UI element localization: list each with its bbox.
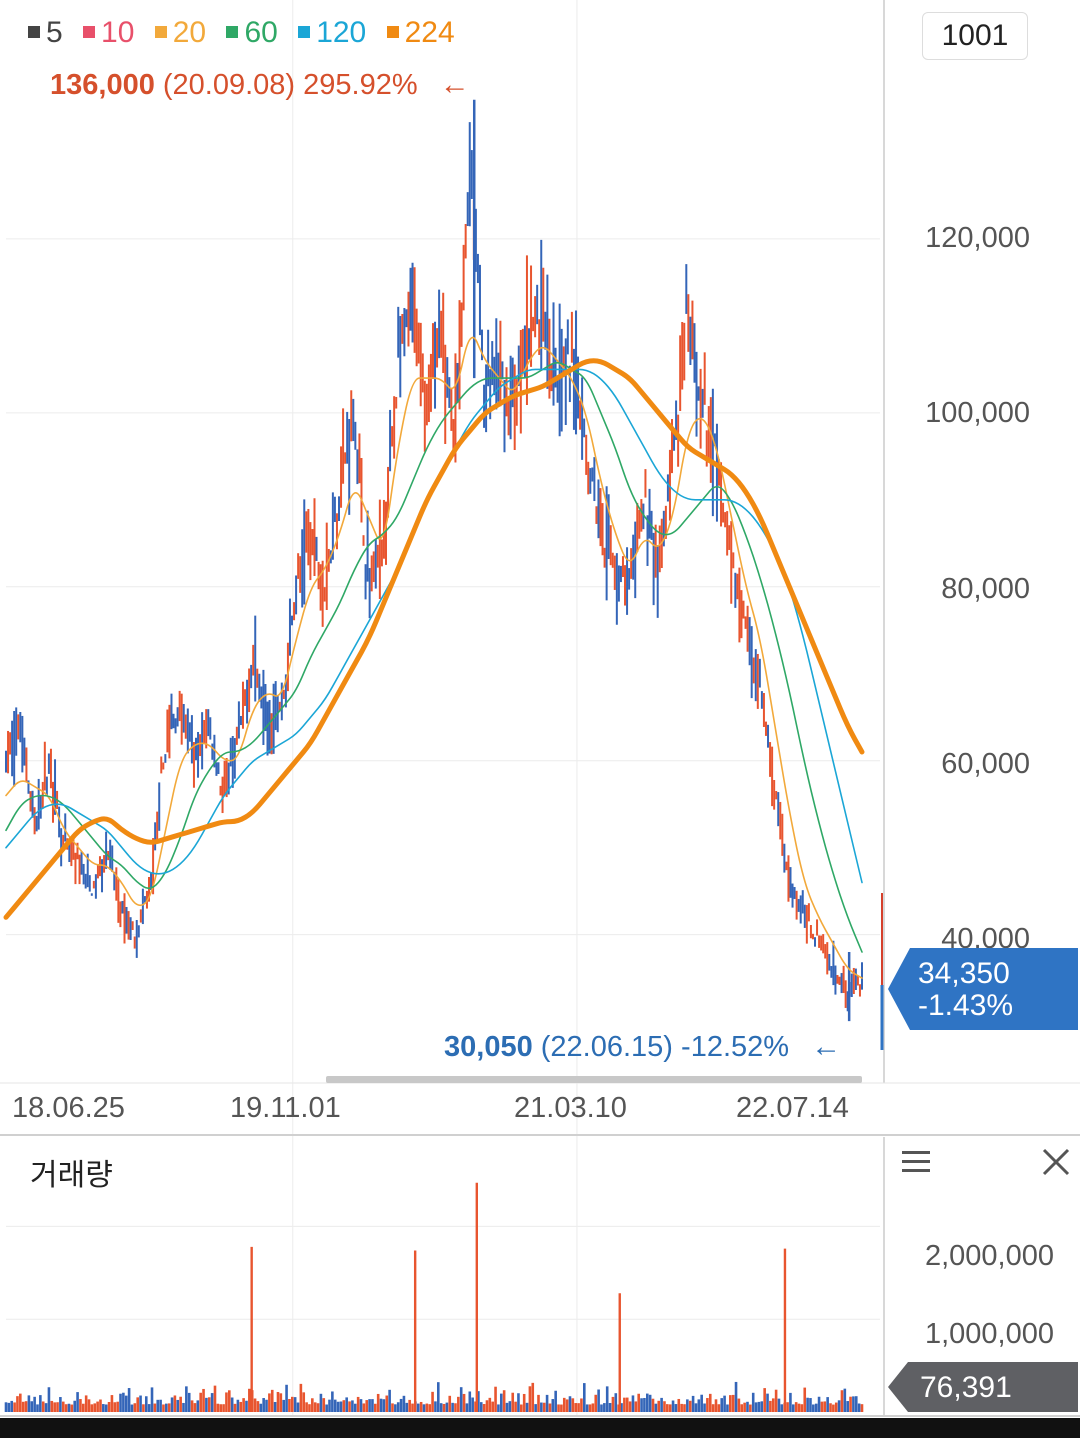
legend-label: 60 <box>244 16 278 49</box>
volume-panel-title: 거래량 <box>30 1159 113 1192</box>
volume-gridlines <box>6 1225 880 1320</box>
legend-item-60[interactable]: 60 <box>226 16 278 49</box>
legend-swatch <box>154 26 167 38</box>
ma-line-60 <box>5 362 863 953</box>
high-date: (20.09.08) <box>162 69 296 101</box>
close-icon[interactable] <box>1040 1146 1072 1178</box>
legend-label: 10 <box>101 16 135 49</box>
x-tick-label: 18.06.25 <box>12 1092 125 1124</box>
legend-item-20[interactable]: 20 <box>154 16 207 49</box>
low-date: (22.06.15) <box>540 1031 673 1063</box>
x-tick-label: 21.03.10 <box>514 1092 627 1124</box>
legend-item-10[interactable]: 10 <box>83 16 134 49</box>
high-price-label: 136,000 (20.09.08) 295.92% ← <box>50 68 470 102</box>
moving-average-lines <box>3 336 865 979</box>
low-price-label: 30,050 (22.06.15) -12.52% ← <box>444 1030 841 1064</box>
legend-label: 20 <box>172 16 207 49</box>
ma-line-224 <box>3 358 865 920</box>
high-price: 136,000 <box>50 69 155 101</box>
y-tick-label: 60,000 <box>941 748 1030 780</box>
left-arrow-icon: ← <box>439 68 470 101</box>
current-price-box: 34,350 -1.43% <box>888 948 1078 1030</box>
high-pct: 295.92% <box>303 69 418 101</box>
legend-item-5[interactable]: 5 <box>28 16 63 49</box>
current-volume-box: 76,391 <box>888 1362 1078 1412</box>
x-tick-label: 19.11.01 <box>230 1092 341 1124</box>
current-change: -1.43% <box>918 989 1014 1022</box>
ma-legend: 5 10 20 60 120 224 <box>28 16 467 50</box>
y-tick-label: 80,000 <box>941 573 1030 605</box>
legend-label: 224 <box>404 16 455 49</box>
volume-tick-label: 2,000,000 <box>924 1240 1054 1272</box>
scroll-bar <box>326 1076 862 1083</box>
legend-item-224[interactable]: 224 <box>386 16 455 49</box>
stock-code-box[interactable]: 1001 <box>922 12 1028 60</box>
current-volume-box-shape <box>888 1362 1078 1412</box>
y-tick-label: 120,000 <box>925 222 1030 254</box>
current-price: 34,350 <box>918 957 1010 990</box>
low-pct: -12.52% <box>681 1031 790 1063</box>
ma-line-20 <box>5 336 863 979</box>
legend-label: 5 <box>46 16 63 49</box>
y-tick-label: 100,000 <box>925 397 1030 429</box>
bottom-bar <box>0 1418 1080 1438</box>
legend-item-120[interactable]: 120 <box>298 16 366 49</box>
legend-swatch <box>28 26 40 38</box>
ma-line-120 <box>5 368 863 884</box>
menu-icon[interactable] <box>900 1148 932 1176</box>
legend-swatch <box>83 26 96 38</box>
legend-swatch <box>298 26 311 38</box>
price-candles <box>5 99 863 1022</box>
legend-swatch <box>386 26 399 38</box>
current-volume: 76,391 <box>920 1371 1012 1404</box>
left-arrow-icon: ← <box>811 1030 842 1063</box>
x-tick-label: 22.07.14 <box>736 1092 849 1124</box>
legend-label: 120 <box>316 16 367 49</box>
price-gridlines <box>6 0 880 1415</box>
low-price: 30,050 <box>444 1031 533 1063</box>
volume-tick-label: 1,000,000 <box>924 1318 1054 1350</box>
legend-swatch <box>226 26 239 38</box>
volume-bars <box>4 1182 864 1412</box>
stock-code: 1001 <box>941 19 1009 52</box>
current-price-box-shape <box>888 948 1078 1030</box>
